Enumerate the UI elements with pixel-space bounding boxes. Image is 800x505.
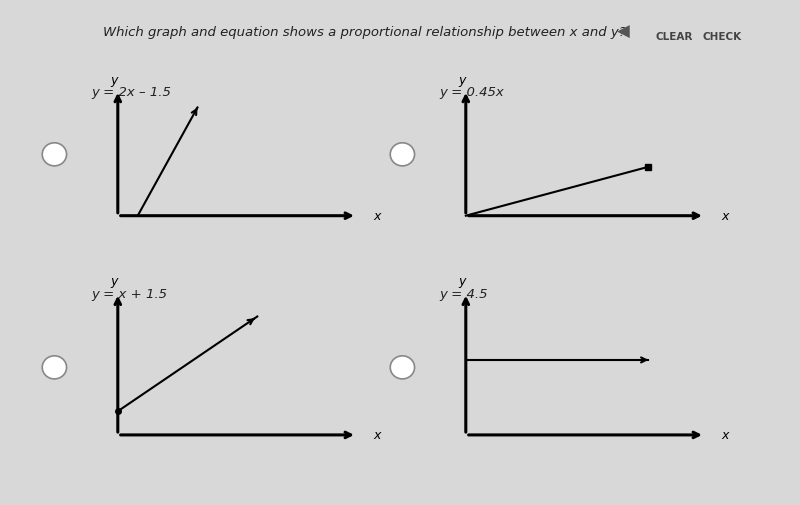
Text: y: y — [458, 74, 466, 87]
Circle shape — [42, 356, 66, 379]
Text: y = 2x – 1.5: y = 2x – 1.5 — [91, 85, 171, 98]
Text: x: x — [373, 429, 381, 441]
Text: y = 0.45x: y = 0.45x — [439, 85, 504, 98]
Circle shape — [390, 356, 414, 379]
Text: y: y — [458, 275, 466, 288]
Text: y = 4.5: y = 4.5 — [439, 287, 488, 300]
Text: y = x + 1.5: y = x + 1.5 — [91, 287, 167, 300]
Text: CHECK: CHECK — [702, 32, 742, 41]
Text: CLEAR: CLEAR — [655, 32, 693, 41]
Circle shape — [42, 143, 66, 167]
Text: x: x — [721, 210, 729, 223]
Text: x: x — [373, 210, 381, 223]
Circle shape — [390, 143, 414, 167]
Text: ◀: ◀ — [618, 23, 630, 41]
Text: x: x — [721, 429, 729, 441]
Text: y: y — [110, 275, 118, 288]
Text: y: y — [110, 74, 118, 87]
Text: Which graph and equation shows a proportional relationship between x and y?: Which graph and equation shows a proport… — [102, 26, 626, 39]
